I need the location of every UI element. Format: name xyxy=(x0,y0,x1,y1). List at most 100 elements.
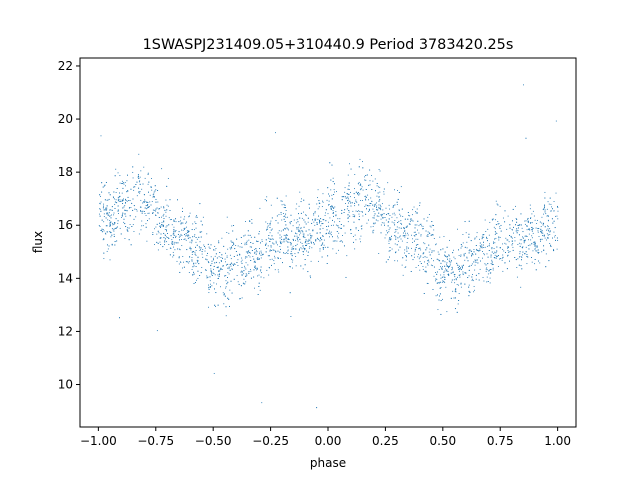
data-point xyxy=(547,229,549,231)
data-point xyxy=(444,278,446,280)
data-point xyxy=(477,262,479,264)
data-point xyxy=(230,258,232,260)
data-point xyxy=(506,239,508,241)
data-point xyxy=(373,223,375,225)
data-point xyxy=(527,217,529,219)
data-point xyxy=(270,229,272,231)
data-point xyxy=(522,236,523,238)
data-point xyxy=(247,251,249,253)
data-point xyxy=(160,206,162,208)
data-point xyxy=(291,230,293,232)
data-point xyxy=(260,242,261,244)
data-point xyxy=(199,250,201,251)
data-point xyxy=(517,244,519,245)
data-point xyxy=(354,202,356,204)
data-point xyxy=(388,229,390,231)
data-point xyxy=(443,276,445,278)
data-point xyxy=(529,229,531,231)
data-point xyxy=(241,275,243,277)
data-point xyxy=(556,215,558,217)
data-point xyxy=(221,237,223,239)
data-point xyxy=(113,230,115,232)
data-point xyxy=(412,220,414,222)
data-point xyxy=(232,241,234,243)
data-point xyxy=(280,242,281,243)
data-point xyxy=(111,222,113,224)
data-point xyxy=(129,215,131,217)
data-point xyxy=(253,258,255,260)
data-point xyxy=(412,259,414,261)
data-point xyxy=(303,235,305,237)
data-point xyxy=(347,198,349,200)
data-point xyxy=(451,269,453,271)
data-point xyxy=(535,227,537,229)
data-point xyxy=(184,216,186,218)
data-point xyxy=(486,281,488,283)
data-point xyxy=(103,238,105,240)
data-point xyxy=(542,235,543,237)
data-point xyxy=(235,245,237,247)
data-point xyxy=(444,265,446,267)
data-point xyxy=(369,184,371,186)
data-point xyxy=(487,228,489,230)
data-point xyxy=(163,221,165,223)
data-point xyxy=(316,407,318,409)
data-point xyxy=(180,216,182,218)
data-point xyxy=(452,290,454,292)
data-point xyxy=(342,196,344,198)
data-point xyxy=(424,256,426,258)
data-point xyxy=(146,201,148,203)
data-point xyxy=(364,196,366,197)
data-point xyxy=(342,241,343,243)
data-point xyxy=(331,234,332,236)
data-point xyxy=(114,222,116,224)
data-point xyxy=(531,222,533,224)
data-point xyxy=(537,249,539,251)
data-point xyxy=(333,207,335,209)
data-point xyxy=(158,208,160,210)
data-point xyxy=(413,240,415,242)
data-point xyxy=(108,245,110,247)
data-point xyxy=(214,262,216,264)
data-point xyxy=(406,248,408,250)
data-point xyxy=(270,220,272,222)
data-point xyxy=(117,205,119,207)
data-point xyxy=(322,247,324,249)
data-point xyxy=(139,183,141,185)
data-point xyxy=(100,210,102,212)
x-tick-label: 0.00 xyxy=(315,434,342,448)
data-point xyxy=(476,250,478,251)
data-point xyxy=(504,252,506,253)
data-point xyxy=(455,279,457,281)
data-point xyxy=(223,303,225,305)
data-point xyxy=(371,189,373,190)
data-point xyxy=(417,238,419,240)
data-point xyxy=(399,236,401,238)
data-point xyxy=(543,206,545,208)
data-point xyxy=(164,209,166,211)
data-point xyxy=(173,219,175,221)
data-point xyxy=(109,225,110,227)
data-point xyxy=(319,221,321,223)
data-point xyxy=(297,238,298,240)
data-point xyxy=(231,292,233,294)
data-point xyxy=(299,191,301,193)
data-point xyxy=(164,241,166,243)
data-point xyxy=(389,250,391,252)
data-point xyxy=(106,231,108,233)
data-point xyxy=(358,210,360,212)
data-point xyxy=(279,237,281,239)
data-point xyxy=(295,208,297,210)
data-point xyxy=(218,256,220,258)
data-point xyxy=(244,244,246,246)
data-point xyxy=(502,257,504,259)
data-point xyxy=(125,202,126,203)
data-point xyxy=(490,256,492,258)
data-point xyxy=(462,242,464,244)
data-point xyxy=(534,263,536,265)
data-point xyxy=(177,199,178,201)
data-point xyxy=(540,231,542,232)
data-point xyxy=(398,210,400,212)
data-point xyxy=(425,270,427,272)
data-point xyxy=(473,286,475,287)
